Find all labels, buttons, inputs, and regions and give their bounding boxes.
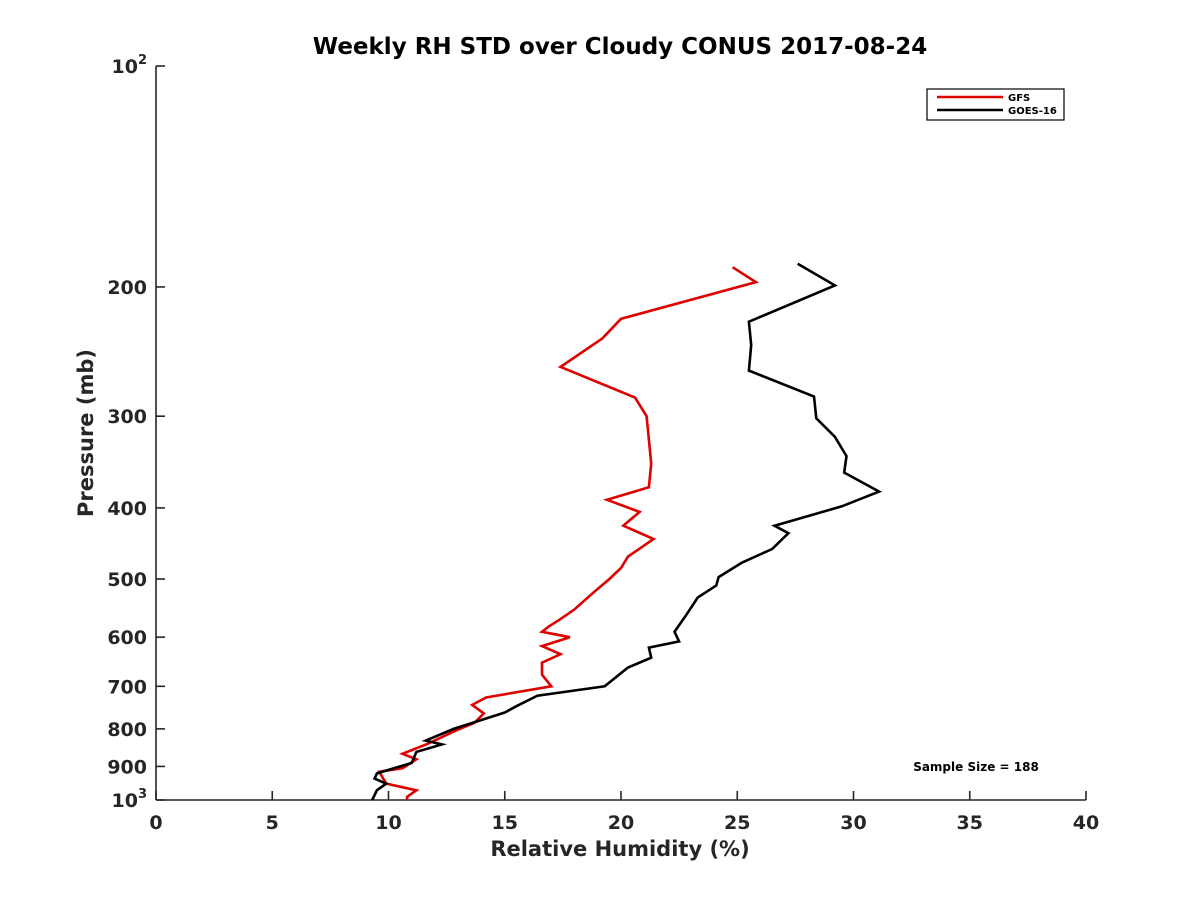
x-tick-label: 40: [1073, 812, 1099, 834]
y-axis-label: Pressure (mb): [74, 349, 98, 517]
legend-box: [926, 88, 1065, 121]
y-tick-label: 102: [112, 53, 148, 78]
plot-area: [155, 66, 1086, 801]
y-tick-label: 900: [107, 756, 147, 778]
y-tick-label: 500: [107, 569, 147, 591]
legend-label: GFS: [1008, 93, 1030, 104]
y-tick-label: 200: [107, 277, 147, 299]
chart-title: Weekly RH STD over Cloudy CONUS 2017-08-…: [313, 34, 927, 60]
x-tick-label: 30: [840, 812, 866, 834]
y-tick-label: 400: [107, 498, 147, 520]
x-tick-label: 5: [266, 812, 279, 834]
x-tick-label: 20: [608, 812, 634, 834]
legend: GFS GOES-16: [926, 88, 1065, 121]
sample-size-annotation: Sample Size = 188: [913, 760, 1039, 774]
y-tick-label: 103: [112, 787, 148, 812]
series-layer: [371, 262, 883, 801]
x-axis-label: Relative Humidity (%): [490, 837, 749, 861]
y-axis: 102 200 300 400 500 600 700 800 900 103: [107, 53, 165, 812]
series-line-gfs: [377, 266, 760, 800]
y-tick-label: 800: [107, 719, 147, 741]
series-line-goes-16: [371, 262, 883, 801]
legend-label: GOES-16: [1008, 106, 1057, 117]
y-tick-label: 700: [107, 676, 147, 698]
x-tick-label: 10: [375, 812, 401, 834]
x-tick-label: 0: [149, 812, 162, 834]
y-tick-label: 300: [107, 406, 147, 428]
y-tick-label: 600: [107, 627, 147, 649]
x-tick-label: 35: [957, 812, 983, 834]
x-axis: 0 5 10 15 20 25 30 35 40: [149, 791, 1099, 834]
x-tick-label: 25: [724, 812, 750, 834]
x-tick-label: 15: [492, 812, 518, 834]
